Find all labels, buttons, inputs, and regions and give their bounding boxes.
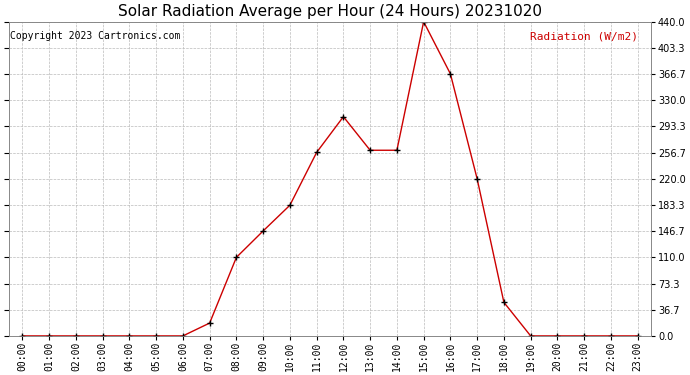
- Text: Radiation (W/m2): Radiation (W/m2): [530, 31, 638, 41]
- Text: Copyright 2023 Cartronics.com: Copyright 2023 Cartronics.com: [10, 31, 181, 41]
- Title: Solar Radiation Average per Hour (24 Hours) 20231020: Solar Radiation Average per Hour (24 Hou…: [118, 4, 542, 19]
